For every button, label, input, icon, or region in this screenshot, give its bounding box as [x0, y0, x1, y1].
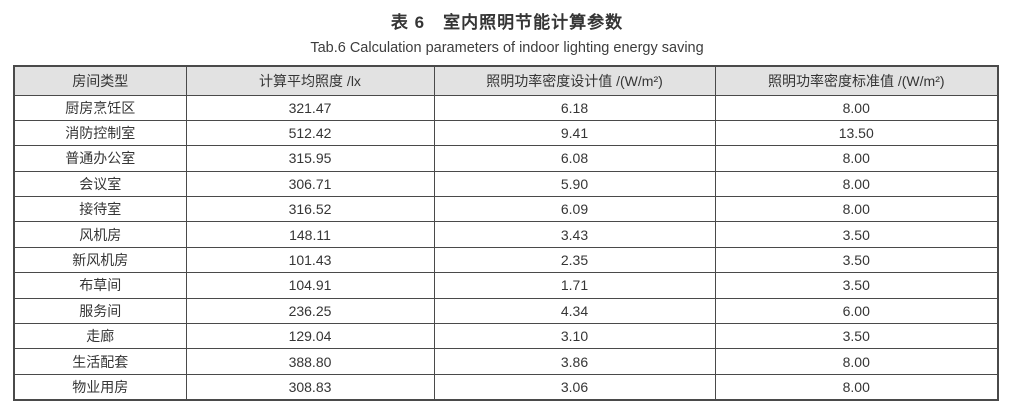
value-cell: 129.04	[185, 323, 435, 350]
table-row: 布草间 104.91 1.71 3.50	[13, 272, 999, 299]
table-body: 厨房烹饪区 321.47 6.18 8.00 消防控制室 512.42 9.41 13.50 普…	[13, 94, 999, 401]
value-cell: 3.10	[433, 323, 716, 350]
column-header: 计算平均照度 /lx	[185, 65, 435, 96]
table-row: 普通办公室 315.95 6.08 8.00	[13, 145, 999, 172]
column-header: 照明功率密度设计值 /(W/m²)	[433, 65, 716, 96]
value-cell: 148.11	[185, 221, 435, 248]
value-cell: 3.50	[714, 246, 999, 274]
value-cell: 306.71	[185, 170, 435, 198]
value-cell: 8.00	[714, 94, 999, 121]
value-cell: 4.34	[433, 297, 716, 325]
column-header: 照明功率密度标准值 /(W/m²)	[714, 65, 999, 96]
value-cell: 512.42	[185, 119, 435, 147]
parameters-table: 房间类型 计算平均照度 /lx 照明功率密度设计值 /(W/m²) 照明功率密度标准值…	[13, 65, 999, 401]
table-title-en: Tab.6 Calculation parameters of indoor l…	[310, 40, 704, 57]
room-type-cell: 新风机房	[13, 246, 187, 274]
table-row: 新风机房 101.43 2.35 3.50	[13, 246, 999, 274]
table-row: 风机房 148.11 3.43 3.50	[13, 221, 999, 248]
value-cell: 308.83	[185, 373, 435, 401]
table-header: 房间类型 计算平均照度 /lx 照明功率密度设计值 /(W/m²) 照明功率密度标准值…	[13, 65, 999, 96]
value-cell: 8.00	[714, 196, 999, 223]
value-cell: 3.43	[433, 221, 716, 248]
room-type-cell: 普通办公室	[13, 145, 187, 172]
value-cell: 6.00	[714, 297, 999, 325]
table-header-row: 房间类型 计算平均照度 /lx 照明功率密度设计值 /(W/m²) 照明功率密度标准值…	[13, 65, 999, 96]
value-cell: 315.95	[185, 145, 435, 172]
room-type-cell: 风机房	[13, 221, 187, 248]
table-row: 服务间 236.25 4.34 6.00	[13, 297, 999, 325]
value-cell: 101.43	[185, 246, 435, 274]
value-cell: 6.08	[433, 145, 716, 172]
table-row: 生活配套 388.80 3.86 8.00	[13, 348, 999, 375]
value-cell: 236.25	[185, 297, 435, 325]
value-cell: 2.35	[433, 246, 716, 274]
value-cell: 9.41	[433, 119, 716, 147]
value-cell: 3.50	[714, 323, 999, 350]
value-cell: 316.52	[185, 196, 435, 223]
room-type-cell: 服务间	[13, 297, 187, 325]
table-row: 物业用房 308.83 3.06 8.00	[13, 373, 999, 401]
value-cell: 5.90	[433, 170, 716, 198]
column-header: 房间类型	[13, 65, 187, 96]
value-cell: 6.09	[433, 196, 716, 223]
table-row: 会议室 306.71 5.90 8.00	[13, 170, 999, 198]
value-cell: 388.80	[185, 348, 435, 375]
room-type-cell: 厨房烹饪区	[13, 94, 187, 121]
value-cell: 8.00	[714, 348, 999, 375]
table-row: 消防控制室 512.42 9.41 13.50	[13, 119, 999, 147]
value-cell: 3.86	[433, 348, 716, 375]
table-row: 走廊 129.04 3.10 3.50	[13, 323, 999, 350]
room-type-cell: 接待室	[13, 196, 187, 223]
value-cell: 8.00	[714, 145, 999, 172]
value-cell: 321.47	[185, 94, 435, 121]
value-cell: 6.18	[433, 94, 716, 121]
value-cell: 3.50	[714, 272, 999, 299]
value-cell: 8.00	[714, 170, 999, 198]
value-cell: 3.06	[433, 373, 716, 401]
value-cell: 3.50	[714, 221, 999, 248]
room-type-cell: 布草间	[13, 272, 187, 299]
room-type-cell: 走廊	[13, 323, 187, 350]
value-cell: 104.91	[185, 272, 435, 299]
room-type-cell: 物业用房	[13, 373, 187, 401]
value-cell: 8.00	[714, 373, 999, 401]
table-caption: 表 6 室内照明节能计算参数 Tab.6 Calculation paramet…	[0, 0, 1014, 58]
table-title-zh: 表 6 室内照明节能计算参数	[390, 13, 624, 32]
value-cell: 13.50	[714, 119, 999, 147]
value-cell: 1.71	[433, 272, 716, 299]
room-type-cell: 生活配套	[13, 348, 187, 375]
room-type-cell: 会议室	[13, 170, 187, 198]
table-row: 接待室 316.52 6.09 8.00	[13, 196, 999, 223]
table-row: 厨房烹饪区 321.47 6.18 8.00	[13, 94, 999, 121]
room-type-cell: 消防控制室	[13, 119, 187, 147]
